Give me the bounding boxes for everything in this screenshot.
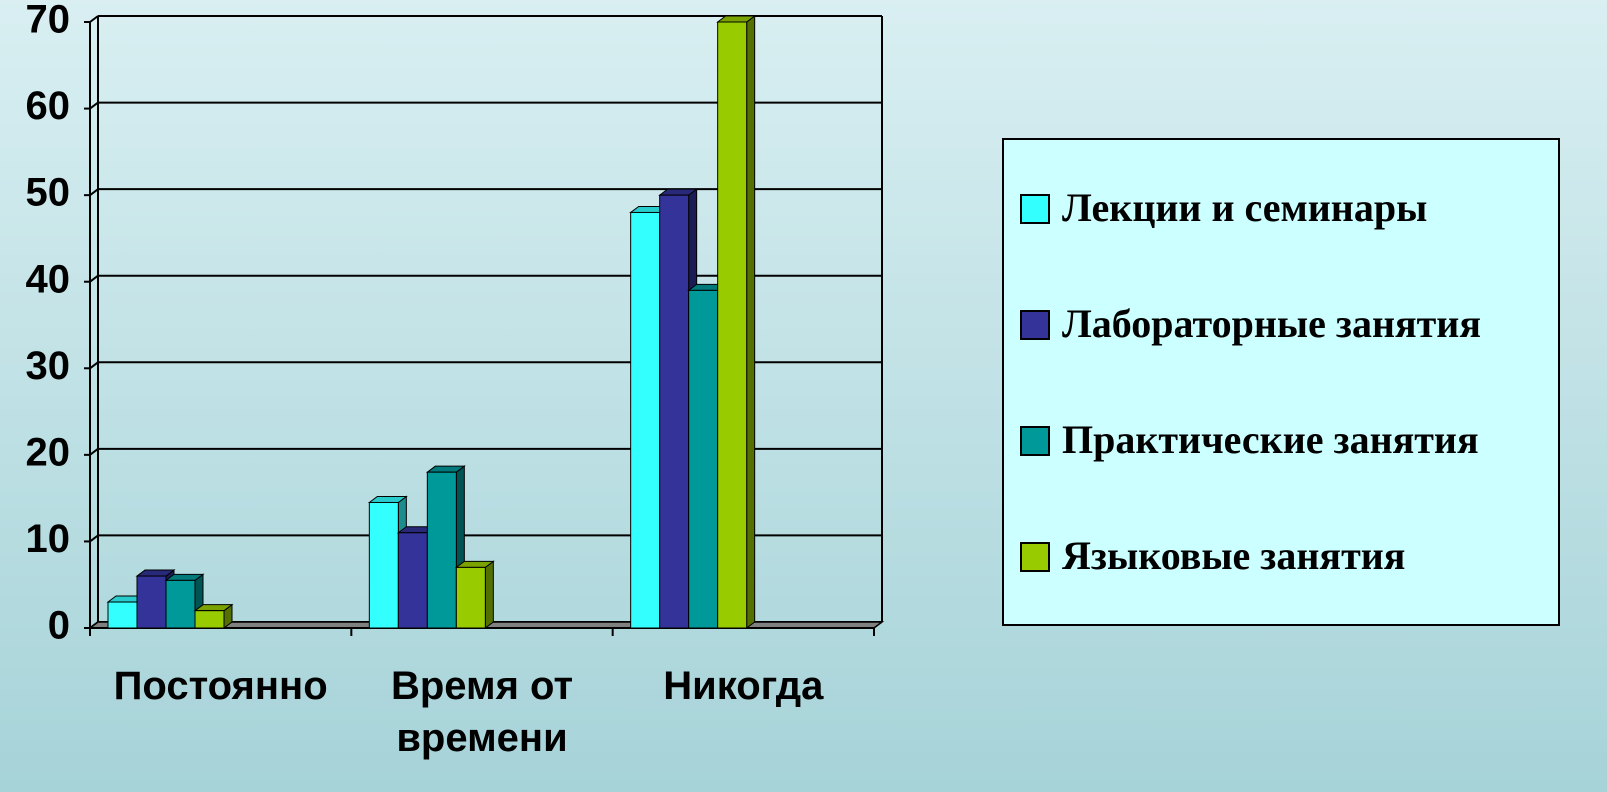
bar <box>688 289 719 629</box>
bar <box>630 211 661 629</box>
y-tick-label: 20 <box>26 430 71 474</box>
wall-depth <box>89 361 99 370</box>
legend-label: Лекции и семинары <box>1062 185 1428 230</box>
wall-depth <box>89 448 99 456</box>
y-tick-label: 60 <box>26 84 71 128</box>
bar <box>368 501 399 629</box>
legend-swatch <box>1020 542 1050 572</box>
legend-swatch <box>1020 426 1050 456</box>
wall-depth <box>89 101 99 110</box>
legend: Лекции и семинары Лабораторные занятия Пра… <box>1002 138 1560 626</box>
legend-label: Языковые занятия <box>1062 533 1406 578</box>
bar <box>659 194 690 629</box>
legend-swatch <box>1020 194 1050 224</box>
bar <box>397 532 428 629</box>
bar <box>107 601 138 629</box>
bar <box>426 471 457 629</box>
legend-label: Практические занятия <box>1062 417 1479 462</box>
wall-depth <box>89 534 99 543</box>
bar-side <box>746 15 756 629</box>
bar <box>194 610 225 629</box>
y-tick-label: 30 <box>26 344 71 388</box>
legend-entry: Лекции и семинары <box>1020 180 1550 236</box>
bar <box>136 575 167 629</box>
x-tick-label: Постоянно <box>113 664 328 708</box>
wall-depth <box>89 15 99 23</box>
y-tick-label: 70 <box>26 0 71 42</box>
legend-label: Лабораторные занятия <box>1062 301 1481 346</box>
legend-swatch <box>1020 310 1050 340</box>
bar <box>717 21 748 629</box>
x-tick-label: Время от времени <box>390 664 574 760</box>
legend-entry: Лабораторные занятия <box>1020 296 1550 352</box>
y-tick-label: 0 <box>48 604 70 648</box>
bar-side <box>484 560 494 629</box>
legend-entry: Практические занятия <box>1020 412 1550 468</box>
y-tick-label: 50 <box>26 171 71 215</box>
legend-entry: Языковые занятия <box>1020 528 1550 584</box>
y-tick-label: 10 <box>26 517 71 561</box>
x-tick-label: Никогда <box>663 664 824 708</box>
y-tick-label: 40 <box>26 257 71 301</box>
wall-depth <box>89 274 99 283</box>
wall-depth <box>89 188 99 196</box>
bar <box>455 566 486 629</box>
bar <box>165 579 196 629</box>
